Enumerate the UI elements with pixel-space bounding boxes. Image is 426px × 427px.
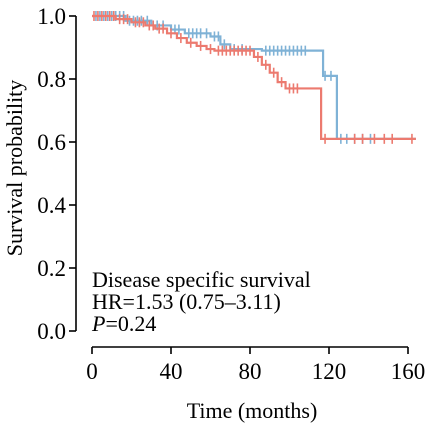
p-symbol: P — [91, 311, 105, 336]
y-tick-label: 0.6 — [37, 130, 66, 155]
y-axis-title: Survival probability — [2, 80, 27, 257]
y-tick-label: 0.2 — [37, 256, 66, 281]
y-axis: 0.0 0.2 0.4 0.6 0.8 1.0 — [37, 4, 77, 344]
x-tick-label: 0 — [86, 359, 98, 384]
annotation-p: P=0.24 — [91, 311, 156, 336]
annotation-title: Disease specific survival — [92, 267, 311, 292]
y-tick-label: 0.8 — [37, 67, 66, 92]
annotation-hr: HR=1.53 (0.75–3.11) — [92, 289, 281, 314]
y-tick-label: 1.0 — [37, 4, 66, 29]
x-tick-label: 40 — [160, 359, 183, 384]
x-axis: 0 40 80 120 160 — [86, 346, 426, 384]
p-value: =0.24 — [105, 311, 156, 336]
x-axis-title: Time (months) — [187, 398, 318, 423]
x-tick-label: 120 — [312, 359, 347, 384]
y-tick-label: 0.0 — [37, 319, 66, 344]
survival-curve — [92, 14, 416, 140]
y-tick-label: 0.4 — [37, 193, 66, 218]
x-tick-label: 160 — [391, 359, 426, 384]
x-tick-label: 80 — [239, 359, 262, 384]
survival-curve — [92, 14, 416, 140]
plot-area — [92, 11, 416, 144]
